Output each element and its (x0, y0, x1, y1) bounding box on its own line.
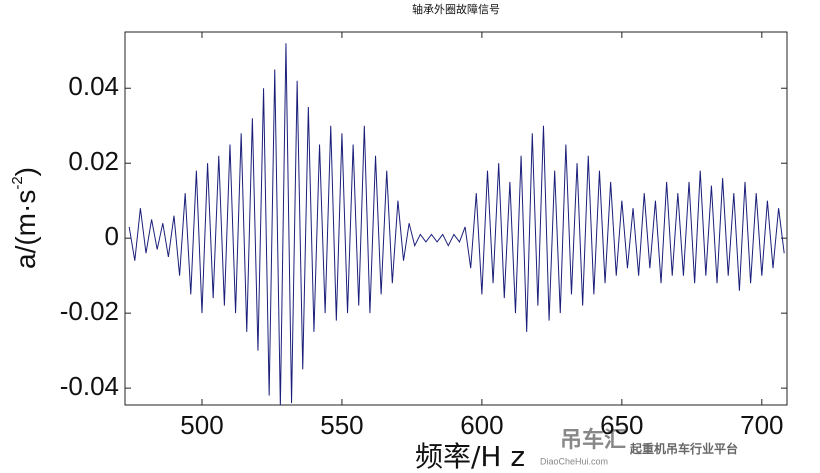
x-tick-label: 600 (460, 410, 503, 440)
y-tick-label: 0.02 (68, 146, 119, 176)
y-tick-label: 0.04 (68, 71, 119, 101)
plot-area (124, 31, 788, 406)
y-label-text: a/(m·s (10, 190, 41, 269)
chart-title: 轴承外圈故障信号 (412, 2, 500, 16)
x-tick-label: 650 (600, 410, 643, 440)
x-tick-label: 550 (320, 410, 363, 440)
watermark-slogan: 起重机吊车行业平台 (629, 441, 738, 456)
x-tick-label: 700 (740, 410, 783, 440)
watermark-site: DiaoCheHui.com (540, 456, 608, 466)
y-axis-label: a/(m·s-2) (9, 167, 41, 269)
x-axis-label: 频率/H z (415, 440, 525, 473)
y-tick-label: -0.02 (60, 296, 119, 326)
y-tick-label: -0.04 (60, 371, 119, 401)
signal-line (128, 43, 785, 405)
y-tick-label: 0 (105, 221, 119, 251)
y-label-end: ) (10, 167, 41, 176)
x-tick-label: 500 (180, 410, 223, 440)
watermark-brand: 吊车汇 (560, 427, 626, 452)
y-label-sup: -2 (9, 176, 26, 189)
